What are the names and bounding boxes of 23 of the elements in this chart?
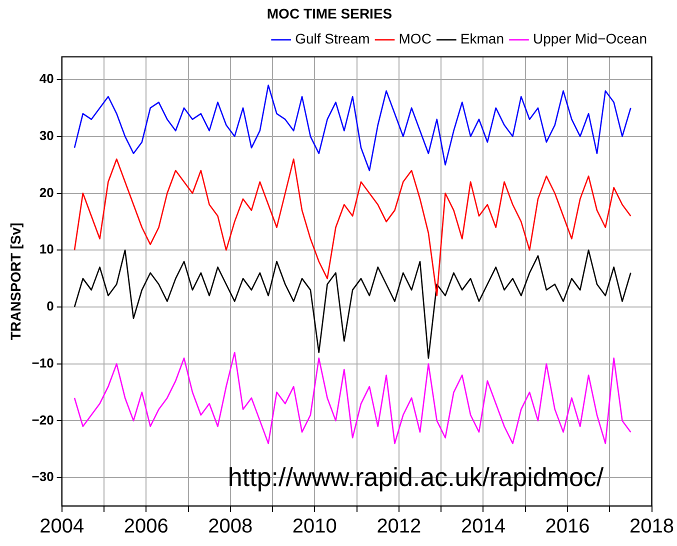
y-tick-label: 0 (46, 298, 54, 314)
legend-label: MOC (398, 30, 432, 47)
legend-label: Upper Mid−Ocean (532, 30, 648, 47)
x-tick-label: 2018 (630, 516, 674, 538)
x-tick-label: 2008 (208, 516, 253, 538)
y-tick-label: 30 (39, 128, 54, 143)
y-tick-label: −30 (32, 469, 54, 484)
x-tick-label: 2014 (460, 516, 506, 538)
annotation: http://www.rapid.ac.uk/rapidmoc/ (228, 462, 604, 492)
legend-label: Gulf Stream (295, 30, 370, 47)
x-tick-label: 2016 (545, 516, 590, 538)
x-tick-label: 2010 (292, 516, 337, 538)
y-tick-label: −20 (32, 412, 54, 428)
y-tick-label: 20 (39, 184, 54, 200)
chart-title: MOC TIME SERIES (266, 5, 392, 22)
legend-label: Ekman (460, 30, 504, 47)
x-tick-label: 2004 (40, 516, 84, 538)
y-tick-label: 10 (39, 242, 54, 257)
y-axis-title: TRANSPORT [Sv] (7, 222, 24, 340)
x-tick-label: 2012 (376, 516, 422, 538)
y-tick-label: 40 (39, 71, 54, 86)
y-tick-label: −10 (32, 355, 54, 370)
x-tick-label: 2006 (124, 516, 168, 538)
